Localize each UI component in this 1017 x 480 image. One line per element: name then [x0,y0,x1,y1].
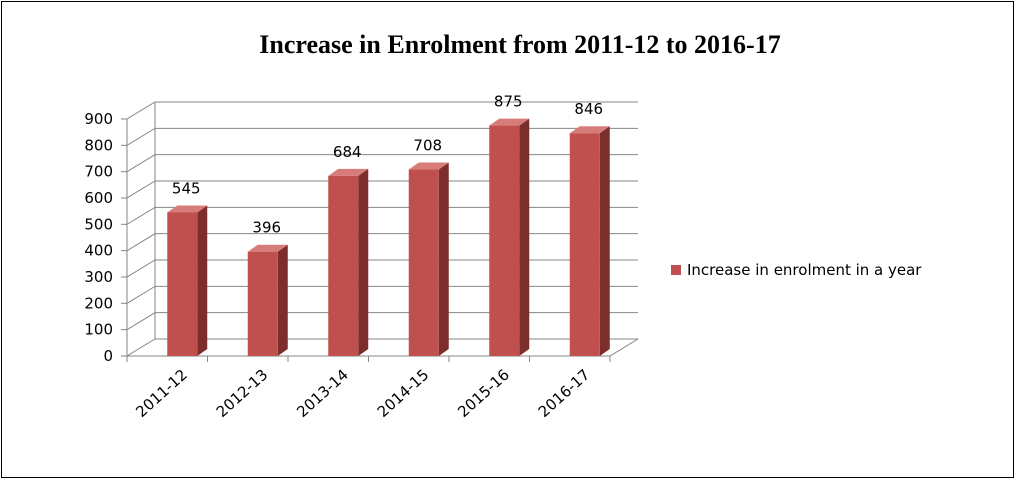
bar-front [328,175,359,356]
bar-top [489,118,530,126]
bar-front [167,212,198,356]
x-tick-label: 2015-16 [454,366,513,421]
bar [167,205,208,356]
bar-top [247,244,288,252]
x-tick-label: 2013-14 [293,366,352,421]
bar [489,118,530,356]
bar [569,126,610,356]
bar [247,244,288,356]
bar-side [599,126,610,356]
data-label: 545 [172,179,201,197]
bar-side [197,205,208,356]
x-tick-label: 2012-13 [213,366,272,421]
bar-top [408,162,449,170]
bar-top [569,126,610,134]
bar-side [277,244,288,356]
data-label: 875 [494,93,523,111]
y-tick-label: 700 [84,163,113,181]
gridline [126,101,638,120]
bar-front [569,133,600,356]
bar-side [438,162,449,356]
bar-side [519,118,530,356]
legend-label: Increase in enrolment in a year [687,261,922,279]
legend-swatch [671,265,681,275]
y-tick-label: 0 [103,347,113,365]
data-label: 684 [333,143,362,161]
bar-top [328,168,369,176]
y-tick-label: 400 [84,242,113,260]
bar-top [167,205,208,213]
x-tick-label: 2014-15 [374,366,433,421]
y-tick-label: 500 [84,215,113,233]
chart-title: Increase in Enrolment from 2011-12 to 20… [259,30,781,59]
y-tick-label: 100 [84,321,113,339]
y-tick-label: 600 [84,189,113,207]
gridline [126,154,638,173]
bar-front [247,251,278,356]
bar-front [489,125,520,356]
bar [408,162,449,356]
gridline [126,180,638,199]
x-tick-label: 2016-17 [535,366,594,421]
y-tick-label: 200 [84,294,113,312]
y-tick-label: 900 [84,110,113,128]
data-label: 396 [252,219,281,237]
y-tick-label: 800 [84,136,113,154]
data-label: 708 [413,137,442,155]
bar-side [358,168,369,356]
data-label: 846 [574,100,603,118]
bar-front [408,169,439,356]
x-tick-label: 2011-12 [132,366,191,421]
gridline [126,127,638,146]
bar [328,168,369,356]
y-tick-label: 300 [84,268,113,286]
